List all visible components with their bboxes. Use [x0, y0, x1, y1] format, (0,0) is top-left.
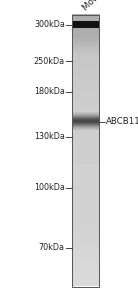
Text: 250kDa: 250kDa [34, 57, 65, 66]
Text: 100kDa: 100kDa [34, 183, 65, 192]
Text: 300kDa: 300kDa [34, 20, 65, 29]
Text: 180kDa: 180kDa [34, 87, 65, 96]
Bar [72, 15, 99, 286]
Text: 130kDa: 130kDa [34, 132, 65, 141]
Text: ABCB11: ABCB11 [106, 117, 138, 126]
Bar [72, 21, 99, 28]
Text: Mouse liver: Mouse liver [81, 0, 122, 12]
Text: 70kDa: 70kDa [39, 243, 65, 252]
